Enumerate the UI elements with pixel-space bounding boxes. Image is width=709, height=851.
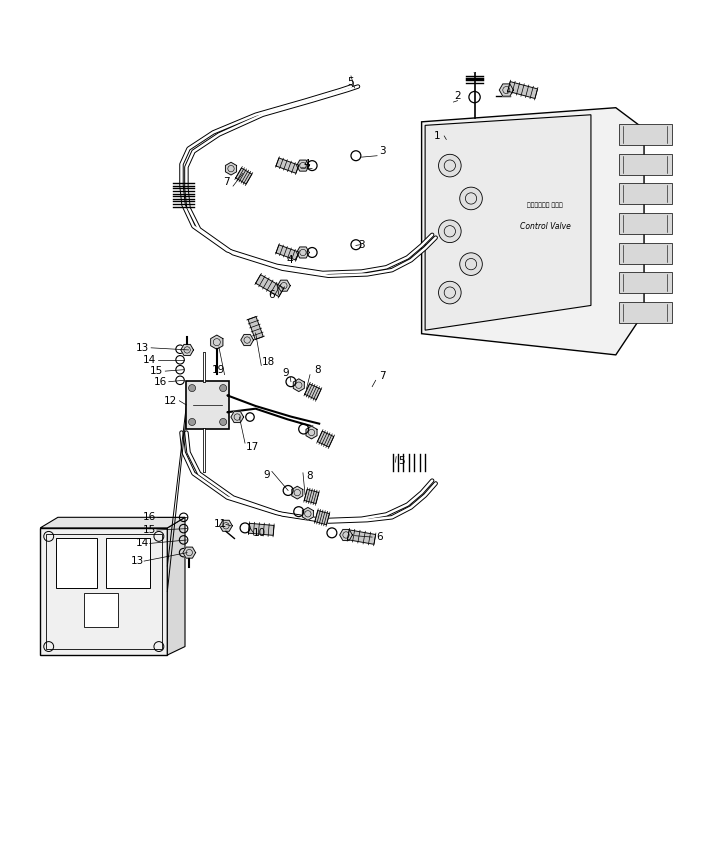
Text: 2: 2 [454, 91, 461, 100]
Text: 9: 9 [263, 470, 269, 480]
Text: 13: 13 [130, 556, 144, 566]
Polygon shape [499, 84, 513, 96]
Text: 14: 14 [143, 355, 156, 365]
Circle shape [459, 187, 482, 209]
Polygon shape [167, 517, 185, 655]
Circle shape [189, 385, 196, 391]
Polygon shape [315, 511, 330, 525]
Text: 11: 11 [213, 519, 227, 529]
Polygon shape [235, 168, 252, 184]
Polygon shape [276, 245, 298, 260]
Circle shape [439, 154, 461, 177]
Text: 1: 1 [434, 131, 440, 141]
Text: 10: 10 [252, 528, 266, 538]
Circle shape [459, 253, 482, 276]
Bar [620, 272, 672, 294]
Text: 9: 9 [283, 368, 289, 378]
Text: 6: 6 [376, 532, 383, 542]
Text: 4: 4 [303, 159, 310, 169]
Text: 7: 7 [223, 177, 229, 187]
Polygon shape [220, 520, 233, 531]
Circle shape [439, 282, 461, 304]
Text: 3: 3 [358, 241, 365, 250]
Text: 8: 8 [307, 471, 313, 482]
Text: 5: 5 [398, 456, 405, 465]
Polygon shape [249, 523, 274, 535]
Text: 19: 19 [212, 365, 225, 375]
Text: 12: 12 [164, 396, 177, 406]
Polygon shape [340, 529, 352, 540]
Polygon shape [425, 115, 591, 330]
Bar [620, 243, 672, 264]
Polygon shape [296, 160, 309, 171]
Polygon shape [241, 334, 254, 346]
Text: 8: 8 [314, 365, 320, 375]
Text: 16: 16 [154, 377, 167, 386]
Polygon shape [306, 426, 317, 439]
Bar [84, 593, 118, 627]
Polygon shape [318, 431, 334, 447]
Text: 7: 7 [379, 371, 386, 381]
Polygon shape [225, 163, 237, 175]
Polygon shape [231, 412, 244, 423]
Polygon shape [292, 486, 303, 499]
Circle shape [439, 220, 461, 243]
Polygon shape [40, 517, 185, 528]
Text: 4: 4 [286, 254, 293, 265]
Polygon shape [508, 82, 537, 99]
Text: 14: 14 [136, 539, 150, 548]
Polygon shape [248, 317, 263, 340]
Bar [620, 153, 672, 174]
Bar [56, 539, 96, 588]
Bar [106, 539, 150, 588]
Text: 18: 18 [262, 357, 275, 367]
Polygon shape [304, 489, 319, 504]
Text: 3: 3 [379, 146, 386, 157]
Polygon shape [347, 530, 376, 545]
Circle shape [220, 419, 227, 426]
Polygon shape [276, 158, 298, 174]
Polygon shape [40, 528, 167, 655]
Text: Control Valve: Control Valve [520, 222, 571, 231]
Text: 15: 15 [143, 525, 156, 535]
Bar [620, 302, 672, 323]
Text: 16: 16 [143, 512, 156, 523]
Circle shape [189, 419, 196, 426]
Bar [620, 213, 672, 234]
Circle shape [220, 385, 227, 391]
Bar [620, 124, 672, 146]
Text: コントロール バルブ: コントロール バルブ [527, 203, 563, 208]
Polygon shape [296, 247, 309, 258]
Text: 5: 5 [347, 77, 354, 87]
Bar [186, 381, 229, 429]
Polygon shape [277, 280, 290, 291]
Polygon shape [294, 379, 304, 391]
Text: 6: 6 [269, 290, 275, 300]
Bar [46, 534, 162, 649]
Text: 13: 13 [136, 343, 150, 353]
Polygon shape [302, 507, 313, 520]
Bar [620, 183, 672, 204]
Polygon shape [305, 384, 321, 400]
Text: 15: 15 [150, 366, 163, 376]
Polygon shape [183, 547, 196, 558]
Polygon shape [181, 345, 194, 356]
Polygon shape [422, 108, 644, 355]
Polygon shape [211, 335, 223, 349]
Text: 17: 17 [245, 442, 259, 452]
Polygon shape [256, 275, 284, 297]
